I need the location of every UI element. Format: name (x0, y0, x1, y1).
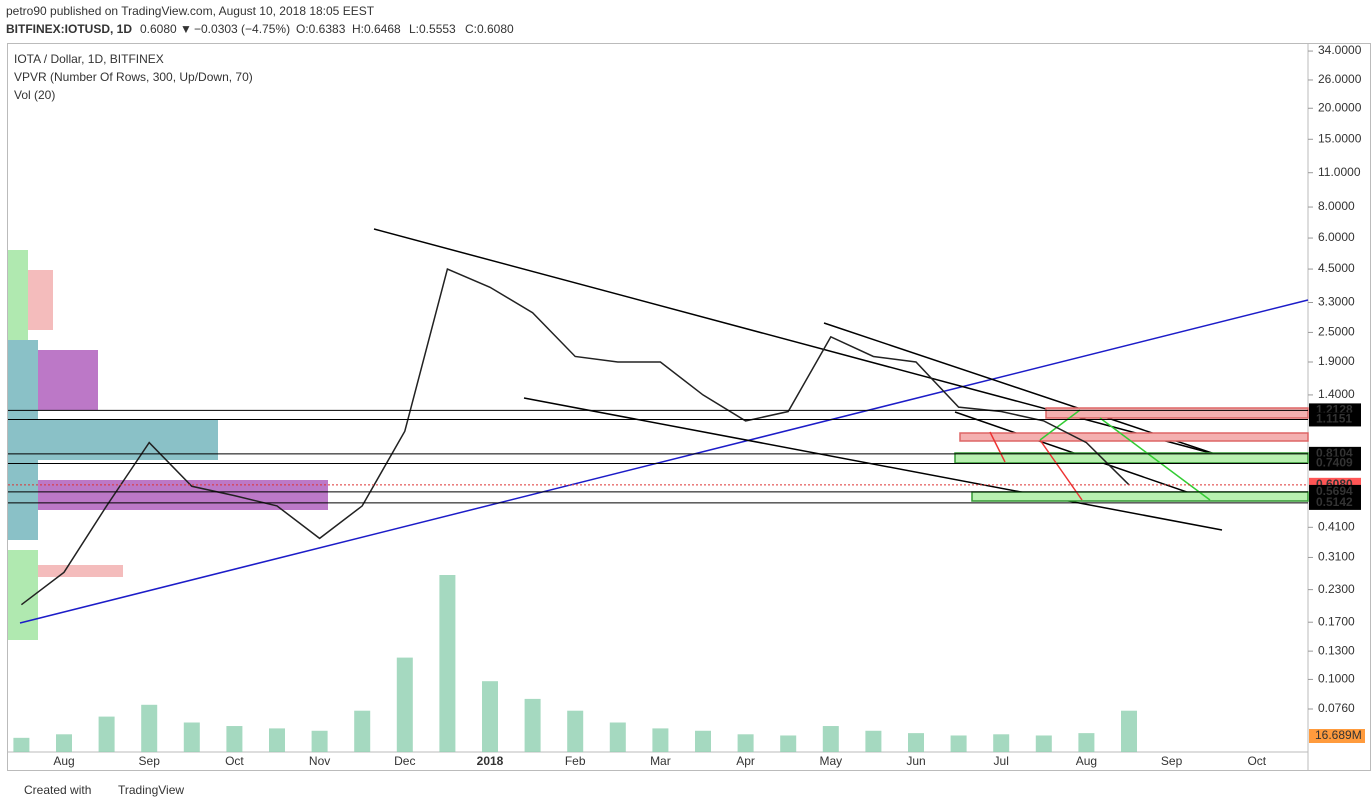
low: L:0.5553 (409, 22, 456, 36)
open: O:0.6383 (296, 22, 346, 36)
y-tick-label: 1.9000 (1318, 354, 1355, 368)
level-box (1309, 495, 1361, 510)
x-tick-label: Dec (394, 754, 415, 768)
y-tick-label: 4.5000 (1318, 261, 1355, 275)
level-label: 0.5694 (1316, 484, 1353, 498)
arrow: ▼ (180, 22, 192, 36)
volume-label: 16.689M (1315, 728, 1362, 742)
change: −0.0303 (−4.75%) (194, 22, 290, 36)
x-tick-label: 2018 (477, 754, 504, 768)
footer-created: Created with (24, 783, 91, 797)
volume-bar (396, 657, 413, 752)
level-label: 0.7409 (1316, 456, 1353, 470)
level-label: 0.5142 (1316, 495, 1353, 509)
symbol: BITFINEX:IOTUSD, 1D (6, 22, 132, 36)
volume-bar (780, 735, 797, 752)
y-tick-label: 6.0000 (1318, 230, 1355, 244)
x-tick-label: May (819, 754, 842, 768)
volume-bar (98, 716, 115, 752)
x-tick-label: Oct (225, 754, 244, 768)
volume-bar (652, 728, 669, 752)
legend-item: Vol (20) (14, 88, 55, 102)
volume-bar (609, 722, 626, 752)
y-tick-label: 15.0000 (1318, 131, 1362, 145)
y-tick-label: 34.0000 (1318, 43, 1362, 57)
level-box (1309, 484, 1361, 499)
volume-bar (482, 681, 498, 752)
volume-bar (13, 737, 30, 752)
y-tick-label: 20.0000 (1318, 100, 1362, 114)
high: H:0.6468 (352, 22, 401, 36)
x-tick-label: Feb (565, 754, 586, 768)
y-tick-label: 0.1700 (1318, 614, 1355, 628)
y-tick-label: 0.2300 (1318, 582, 1355, 596)
volume-bar (993, 734, 1010, 752)
volume-bar (226, 726, 243, 752)
footer-brand: TradingView (118, 783, 184, 797)
y-tick-label: 3.3000 (1318, 295, 1355, 309)
volume-bar (183, 722, 200, 752)
legend-item: VPVR (Number Of Rows, 300, Up/Down, 70) (14, 70, 253, 84)
y-tick-label: 26.0000 (1318, 72, 1362, 86)
y-tick-label: 0.0760 (1318, 701, 1355, 715)
volume-box (1309, 729, 1365, 743)
volume-bar (1121, 710, 1137, 752)
volume-bar (567, 710, 584, 752)
x-tick-label: Sep (139, 754, 161, 768)
volume-bar (1035, 735, 1052, 752)
volume-bar (865, 730, 882, 752)
x-tick-label: Oct (1247, 754, 1266, 768)
volume-bar (439, 575, 456, 752)
level-box (1309, 412, 1361, 427)
y-tick-label: 0.3100 (1318, 550, 1355, 564)
price-line (20, 268, 1130, 606)
y-tick-label: 2.5000 (1318, 325, 1355, 339)
x-tick-label: Apr (736, 754, 755, 768)
x-tick-label: Jun (906, 754, 925, 768)
frame (7, 43, 1371, 771)
volume-bar (695, 730, 711, 752)
x-tick-label: Nov (309, 754, 330, 768)
volume-profile (8, 250, 328, 640)
volume-bar (56, 734, 72, 752)
y-tick-label: 0.4100 (1318, 519, 1355, 533)
level-box (1309, 456, 1361, 471)
volume-bar (908, 733, 924, 752)
volume-bar (141, 704, 158, 752)
volume-bar (524, 698, 541, 752)
x-tick-label: Mar (650, 754, 671, 768)
drawings (19, 228, 1309, 624)
publisher: petro90 published on TradingView.com, Au… (6, 4, 375, 18)
volume-bar (1078, 733, 1095, 752)
x-tick-label: Aug (53, 754, 74, 768)
y-tick-label: 11.0000 (1318, 165, 1361, 179)
volume-bar (269, 728, 285, 752)
volume-bar (354, 710, 371, 752)
y-tick-label: 8.0000 (1318, 199, 1355, 213)
x-tick-label: Sep (1161, 754, 1183, 768)
y-tick-label: 0.1000 (1318, 672, 1355, 686)
y-tick-label: 0.1300 (1318, 643, 1355, 657)
volume-bar (311, 730, 328, 752)
level-label: 1.1151 (1316, 412, 1352, 426)
volume-bar (737, 734, 754, 752)
price: 0.6080 (140, 22, 177, 36)
volume-bar (950, 735, 967, 752)
volume-bar (822, 726, 839, 752)
close: C:0.6080 (465, 22, 514, 36)
x-tick-label: Aug (1076, 754, 1097, 768)
y-tick-label: 1.4000 (1318, 387, 1355, 401)
x-tick-label: Jul (994, 754, 1009, 768)
legend-item: IOTA / Dollar, 1D, BITFINEX (14, 52, 164, 66)
